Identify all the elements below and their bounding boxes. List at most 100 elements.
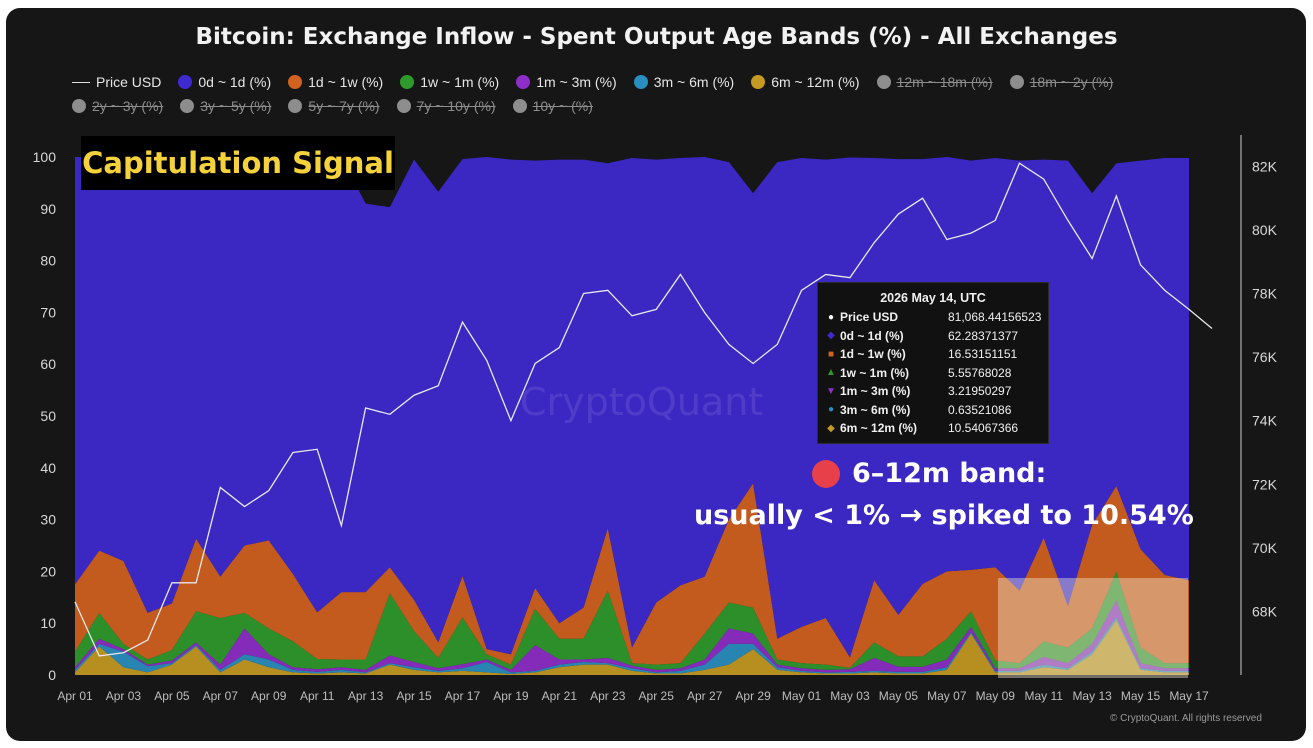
- x-tick-label: Apr 03: [106, 689, 142, 703]
- legend-item[interactable]: 0d ~ 1d (%): [178, 74, 271, 90]
- legend-item-label: 3m ~ 6m (%): [653, 74, 735, 90]
- legend-item[interactable]: 3y ~ 5y (%): [180, 98, 271, 114]
- dot-icon: [516, 75, 531, 89]
- legend-item[interactable]: 7y ~ 10y (%): [396, 98, 496, 114]
- dot-icon: [1009, 75, 1024, 89]
- x-tick-label: May 15: [1121, 689, 1161, 703]
- y-right-tick-label: 82K: [1252, 158, 1278, 174]
- series-area: [75, 620, 1189, 675]
- tooltip-series-name: 0d ~ 1d (%): [840, 328, 904, 343]
- tooltip-series-value: 5.55768028: [948, 365, 1012, 380]
- y-right-tick-label: 74K: [1252, 413, 1278, 429]
- x-tick-label: Apr 07: [203, 689, 239, 703]
- x-tick-label: May 17: [1169, 689, 1209, 703]
- legend-item[interactable]: 12m ~ 18m (%): [876, 74, 993, 90]
- legend-item[interactable]: Price USD: [72, 74, 161, 90]
- x-tick-label: May 13: [1072, 689, 1112, 703]
- tooltip-series-value: 62.28371377: [948, 328, 1019, 343]
- chart-title: Bitcoin: Exchange Inflow - Spent Output …: [195, 24, 1118, 50]
- y-left-tick-label: 90: [40, 201, 56, 217]
- y-right-tick-label: 80K: [1252, 222, 1278, 238]
- legend-item-label: 10y ~ (%): [532, 98, 593, 114]
- legend-item[interactable]: 10y ~ (%): [512, 98, 593, 114]
- dot-icon: [396, 99, 411, 113]
- annotation-line-2: usually < 1% → spiked to 10.54%: [694, 500, 1194, 531]
- y-left-tick-label: 100: [33, 149, 57, 165]
- tooltip-series-value: 10.54067366: [948, 421, 1019, 436]
- x-tick-label: Apr 19: [493, 689, 529, 703]
- dot-icon: [288, 99, 303, 113]
- tooltip-row: ● 3m ~ 6m (%) 0.63521086: [818, 401, 1048, 420]
- y-left-tick-label: 50: [40, 408, 56, 424]
- series-area: [75, 154, 1189, 658]
- y-left-tick-label: 40: [40, 460, 56, 476]
- legend-item-label: 3y ~ 5y (%): [200, 98, 272, 114]
- tooltip-series-name: 1d ~ 1w (%): [840, 347, 906, 362]
- legend-item-label: 1m ~ 3m (%): [536, 74, 617, 90]
- y-right-tick-label: 70K: [1252, 540, 1278, 556]
- legend-item[interactable]: 3m ~ 6m (%): [633, 74, 735, 90]
- annotation-line-1-text: 6–12m band:: [852, 458, 1047, 489]
- legend-item-label: 7y ~ 10y (%): [416, 98, 496, 114]
- dot-icon: [512, 99, 527, 113]
- x-tick-label: Apr 25: [639, 689, 675, 703]
- tooltip-series-name: 6m ~ 12m (%): [840, 421, 918, 436]
- x-tick-label: Apr 15: [396, 689, 432, 703]
- series-marker-icon: ▲: [826, 367, 836, 379]
- legend-item-label: 5y ~ 7y (%): [308, 98, 380, 114]
- x-tick-label: Apr 09: [251, 689, 287, 703]
- legend-item-label: 18m ~ 2y (%): [1029, 74, 1114, 90]
- legend-item[interactable]: 1m ~ 3m (%): [516, 74, 617, 90]
- tooltip-row: ▼ 1m ~ 3m (%) 3.21950297: [818, 382, 1048, 401]
- legend-item[interactable]: 18m ~ 2y (%): [1009, 74, 1114, 90]
- x-tick-label: Apr 11: [300, 689, 335, 703]
- legend-row-1: Price USD 0d ~ 1d (%) 1d ~ 1w (%) 1w ~ 1m (…: [72, 70, 1252, 94]
- price-line: [74, 162, 1213, 657]
- legend-item-label: 12m ~ 18m (%): [896, 74, 993, 90]
- legend-row-2: 2y ~ 3y (%) 3y ~ 5y (%) 5y ~ 7y (%) 7y ~ 10…: [72, 94, 1252, 118]
- y-left-tick-label: 10: [40, 615, 56, 631]
- tooltip-series-value: 16.53151151: [948, 347, 1018, 362]
- series-area: [75, 600, 1189, 673]
- legend-item-label: 1w ~ 1m (%): [420, 74, 500, 90]
- legend-item[interactable]: 2y ~ 3y (%): [72, 98, 163, 114]
- series-area: [75, 571, 1189, 670]
- x-tick-label: May 03: [830, 689, 870, 703]
- legend-item[interactable]: 1w ~ 1m (%): [400, 74, 499, 90]
- dot-icon: [72, 99, 86, 113]
- tooltip-row: ◆ 0d ~ 1d (%) 62.28371377: [818, 327, 1048, 346]
- tooltip-date: 2026 May 14, UTC: [880, 291, 986, 305]
- y-left-tick-label: 30: [40, 512, 56, 528]
- y-left-tick-label: 70: [40, 304, 56, 320]
- tooltip-series-name: 1w ~ 1m (%): [840, 365, 910, 380]
- dot-icon: [180, 99, 195, 113]
- x-tick-label: Apr 21: [542, 689, 578, 703]
- x-tick-label: Apr 29: [735, 689, 771, 703]
- line-icon: [72, 81, 90, 83]
- x-tick-label: Apr 05: [154, 689, 190, 703]
- legend-item-label: 0d ~ 1d (%): [198, 74, 272, 90]
- y-right-tick-label: 68K: [1252, 603, 1278, 619]
- dot-icon: [751, 75, 766, 89]
- annotation-line-1: 6–12m band:: [812, 458, 1046, 489]
- tooltip-row: ● Price USD 81,068.44156523: [818, 308, 1048, 327]
- tooltip-row: ■ 1d ~ 1w (%) 16.53151151: [818, 345, 1048, 364]
- series-marker-icon: ▼: [826, 385, 836, 397]
- x-tick-label: May 11: [1024, 689, 1063, 703]
- legend-item[interactable]: 6m ~ 12m (%): [751, 74, 860, 90]
- highlight-box: [998, 578, 1188, 678]
- capitulation-label: Capitulation Signal: [81, 136, 395, 190]
- dot-icon: [633, 75, 648, 89]
- x-tick-label: Apr 01: [57, 689, 93, 703]
- legend-item[interactable]: 1d ~ 1w (%): [288, 74, 383, 90]
- legend-item[interactable]: 5y ~ 7y (%): [288, 98, 380, 114]
- series-marker-icon: ●: [827, 311, 835, 323]
- x-tick-label: May 07: [927, 689, 967, 703]
- tooltip-row: ◆ 6m ~ 12m (%) 10.54067366: [818, 419, 1048, 438]
- y-right-tick-label: 78K: [1252, 286, 1278, 302]
- x-tick-label: Apr 13: [348, 689, 384, 703]
- tooltip-series-value: 0.63521086: [948, 402, 1012, 417]
- dot-icon: [288, 75, 303, 89]
- legend-item-label: 6m ~ 12m (%): [771, 74, 860, 90]
